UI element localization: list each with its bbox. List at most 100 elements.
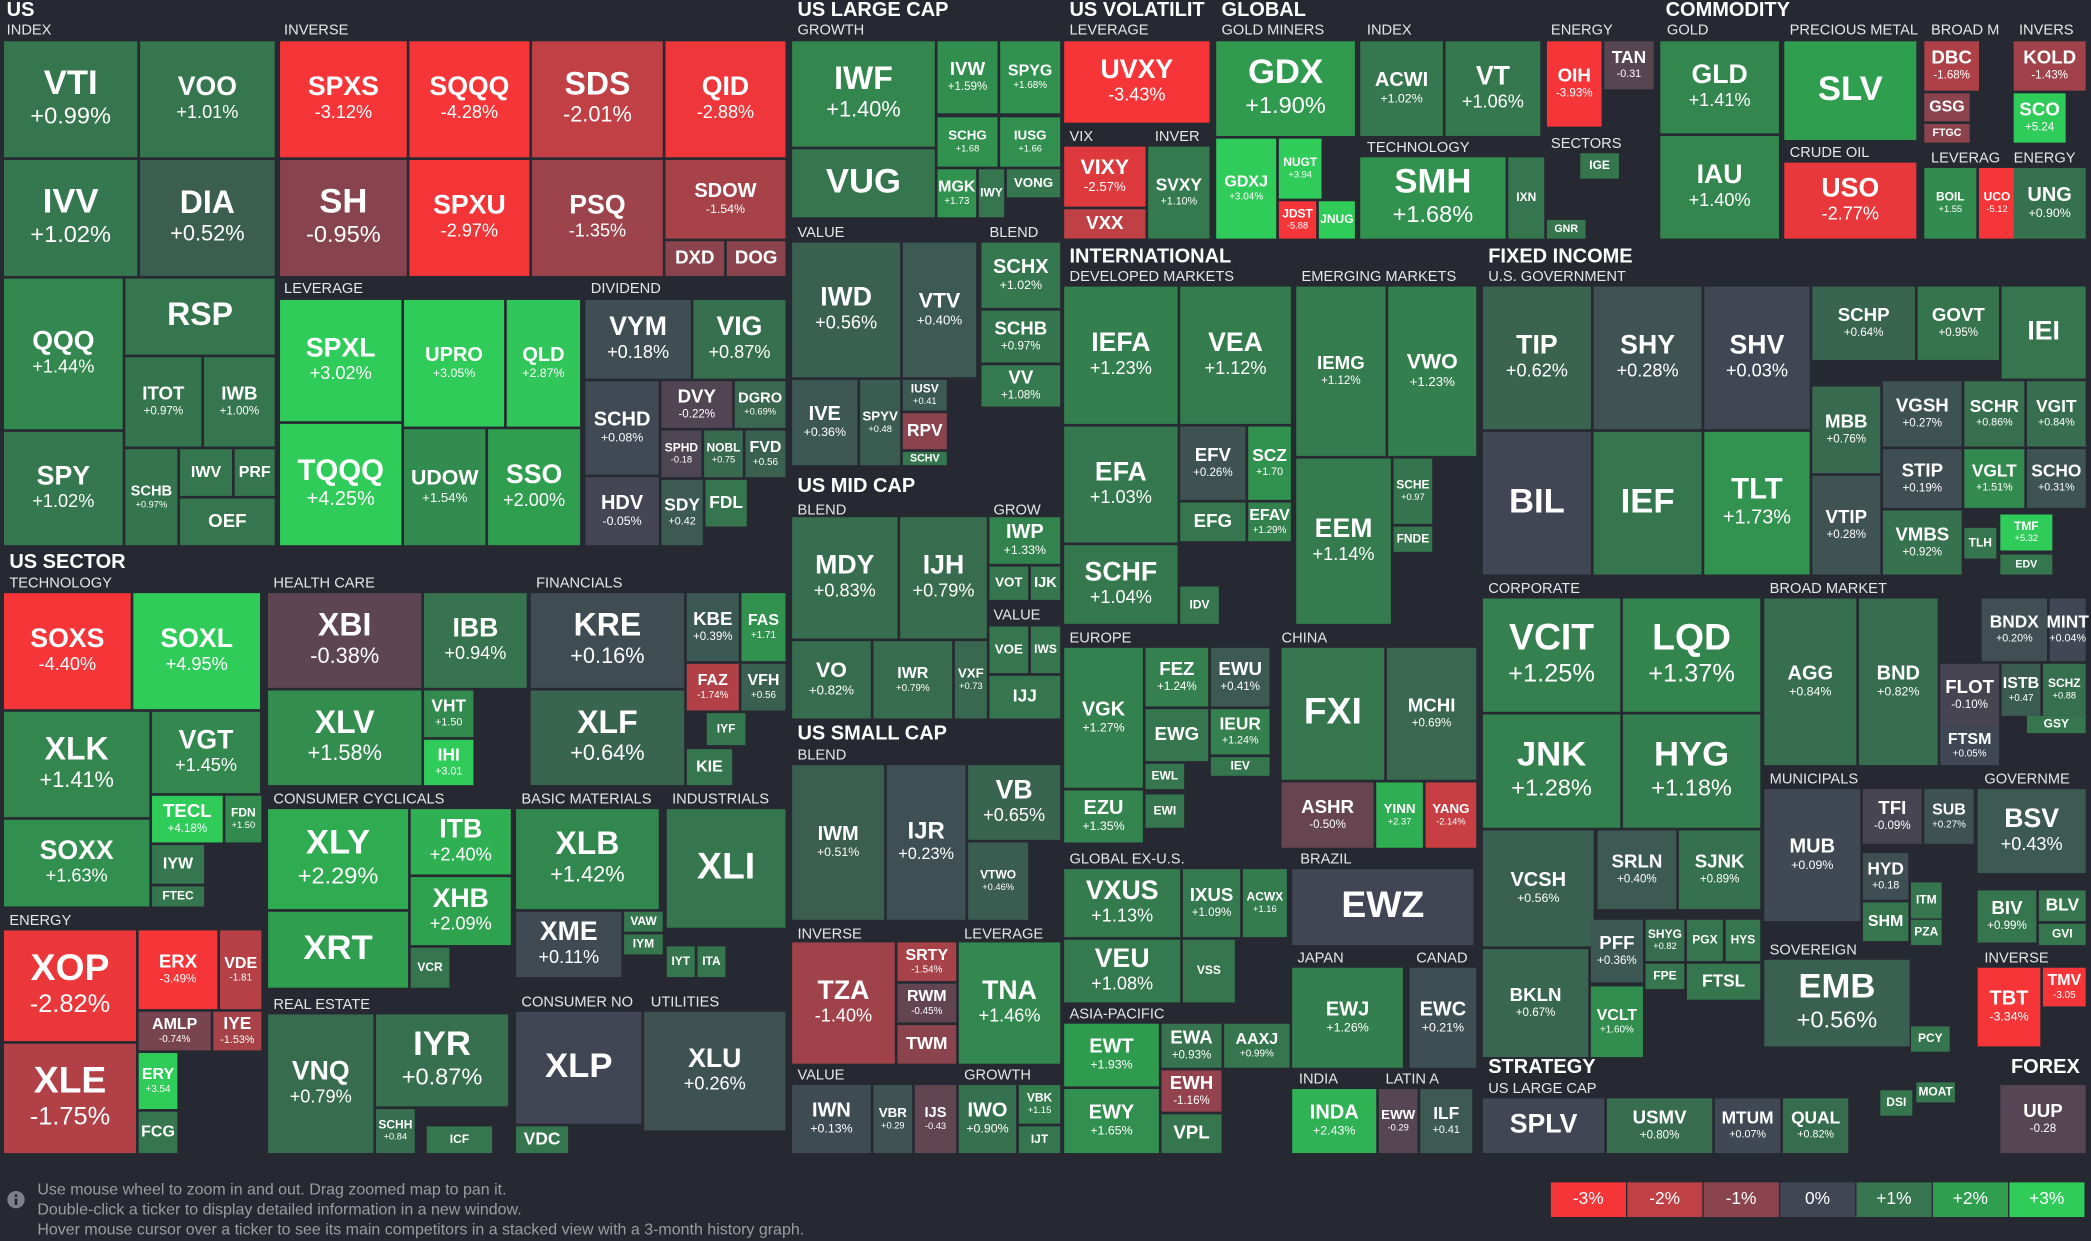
- tile[interactable]: [1145, 709, 1209, 762]
- ticker[interactable]: TMF: [2014, 519, 2039, 533]
- ticker[interactable]: IWY: [980, 185, 1003, 199]
- ticker[interactable]: BOIL: [1936, 190, 1965, 204]
- ticker[interactable]: ITM: [1916, 893, 1937, 907]
- tile[interactable]: [1000, 41, 1061, 114]
- ticker[interactable]: UNG: [2027, 184, 2071, 206]
- ticker[interactable]: IEUR: [1219, 714, 1261, 734]
- tile[interactable]: [268, 1014, 374, 1154]
- ticker[interactable]: ITOT: [142, 383, 185, 404]
- tile[interactable]: [661, 430, 702, 478]
- ticker[interactable]: SCHO: [2031, 460, 2081, 480]
- tile[interactable]: [225, 795, 262, 843]
- ticker[interactable]: TMV: [2047, 972, 2081, 989]
- tile[interactable]: [1064, 146, 1146, 207]
- tile[interactable]: [1064, 1089, 1159, 1154]
- ticker[interactable]: VFH: [747, 672, 779, 689]
- ticker[interactable]: XRT: [303, 929, 372, 967]
- tile[interactable]: [958, 1085, 1017, 1154]
- ticker[interactable]: SCHD: [594, 408, 651, 430]
- ticker[interactable]: XLU: [688, 1043, 741, 1073]
- ticker[interactable]: ACWX: [1247, 889, 1284, 903]
- ticker[interactable]: QUAL: [1791, 1108, 1841, 1128]
- ticker[interactable]: VCLT: [1597, 1007, 1638, 1024]
- ticker[interactable]: IXUS: [1190, 884, 1234, 905]
- ticker[interactable]: VBK: [1027, 1091, 1053, 1105]
- ticker[interactable]: SVXY: [1156, 175, 1203, 195]
- tile[interactable]: [792, 379, 858, 466]
- ticker[interactable]: EWY: [1089, 1102, 1135, 1124]
- tile[interactable]: [140, 41, 275, 158]
- tile[interactable]: [2042, 967, 2086, 1007]
- tile[interactable]: [1281, 647, 1385, 780]
- tile[interactable]: [516, 1126, 569, 1154]
- tile[interactable]: [1376, 782, 1423, 848]
- tile[interactable]: [2026, 715, 2086, 734]
- tile[interactable]: [624, 934, 663, 955]
- tile[interactable]: [1360, 41, 1443, 136]
- tile[interactable]: [693, 299, 786, 379]
- tile[interactable]: [409, 41, 530, 158]
- tile[interactable]: [125, 449, 178, 546]
- tile[interactable]: [516, 809, 659, 910]
- ticker[interactable]: GDX: [1248, 53, 1323, 91]
- ticker[interactable]: PZA: [1914, 925, 1938, 939]
- tile[interactable]: [1278, 138, 1322, 199]
- ticker[interactable]: IWF: [834, 60, 893, 96]
- ticker[interactable]: UDOW: [411, 466, 479, 490]
- tile[interactable]: [2026, 381, 2086, 447]
- ticker[interactable]: VWO: [1407, 350, 1458, 374]
- ticker[interactable]: SPHD: [665, 440, 699, 454]
- tile[interactable]: [741, 593, 786, 662]
- ticker[interactable]: IYE: [223, 1013, 251, 1033]
- tile[interactable]: [686, 593, 739, 662]
- ticker[interactable]: SCHZ: [2048, 676, 2081, 690]
- tile[interactable]: [1064, 209, 1146, 239]
- tile[interactable]: [1977, 890, 2037, 943]
- tile[interactable]: [978, 169, 1005, 218]
- ticker[interactable]: SCHB: [131, 483, 173, 499]
- ticker[interactable]: SHM: [1868, 913, 1904, 930]
- tile[interactable]: [1784, 41, 1917, 140]
- tile[interactable]: [4, 278, 123, 430]
- tile[interactable]: [1145, 763, 1185, 790]
- tile[interactable]: [1292, 869, 1474, 946]
- ticker[interactable]: UUP: [2023, 1100, 2062, 1121]
- tile[interactable]: [686, 749, 733, 786]
- tile[interactable]: [1704, 431, 1810, 575]
- tile[interactable]: [2001, 663, 2041, 716]
- tile[interactable]: [1278, 201, 1317, 239]
- tile[interactable]: [1281, 782, 1374, 848]
- ticker[interactable]: VOT: [995, 575, 1022, 590]
- tile[interactable]: [1161, 1023, 1222, 1068]
- ticker[interactable]: SCHE: [1396, 478, 1429, 492]
- ticker[interactable]: JNK: [1517, 736, 1586, 774]
- ticker[interactable]: VMBS: [1895, 523, 1949, 544]
- ticker[interactable]: SPXU: [433, 190, 506, 220]
- tile[interactable]: [1858, 598, 1938, 766]
- ticker[interactable]: FAZ: [698, 672, 728, 689]
- ticker[interactable]: SRLN: [1612, 851, 1663, 872]
- tile[interactable]: [792, 942, 895, 1064]
- ticker[interactable]: GDXJ: [1224, 174, 1268, 191]
- ticker[interactable]: SPXL: [306, 332, 376, 362]
- tile[interactable]: [1704, 286, 1810, 430]
- tile[interactable]: [1784, 162, 1917, 239]
- tile[interactable]: [1964, 527, 1997, 559]
- ticker[interactable]: PGX: [1692, 933, 1717, 947]
- tile[interactable]: [958, 942, 1061, 1064]
- ticker[interactable]: BKLN: [1510, 984, 1562, 1005]
- ticker[interactable]: XLP: [545, 1047, 612, 1085]
- ticker[interactable]: USO: [1821, 172, 1879, 202]
- tile[interactable]: [968, 842, 1029, 920]
- ticker[interactable]: FPE: [1653, 969, 1676, 983]
- tile[interactable]: [1064, 869, 1181, 938]
- ticker[interactable]: VGT: [179, 724, 234, 754]
- tile[interactable]: [954, 641, 987, 719]
- ticker[interactable]: EWH: [1170, 1072, 1214, 1093]
- tile[interactable]: [989, 566, 1029, 600]
- ticker[interactable]: FAS: [748, 612, 779, 629]
- ticker[interactable]: VSS: [1197, 963, 1221, 977]
- tile[interactable]: [280, 41, 407, 158]
- tile[interactable]: [125, 278, 275, 355]
- tile[interactable]: [1924, 93, 1970, 122]
